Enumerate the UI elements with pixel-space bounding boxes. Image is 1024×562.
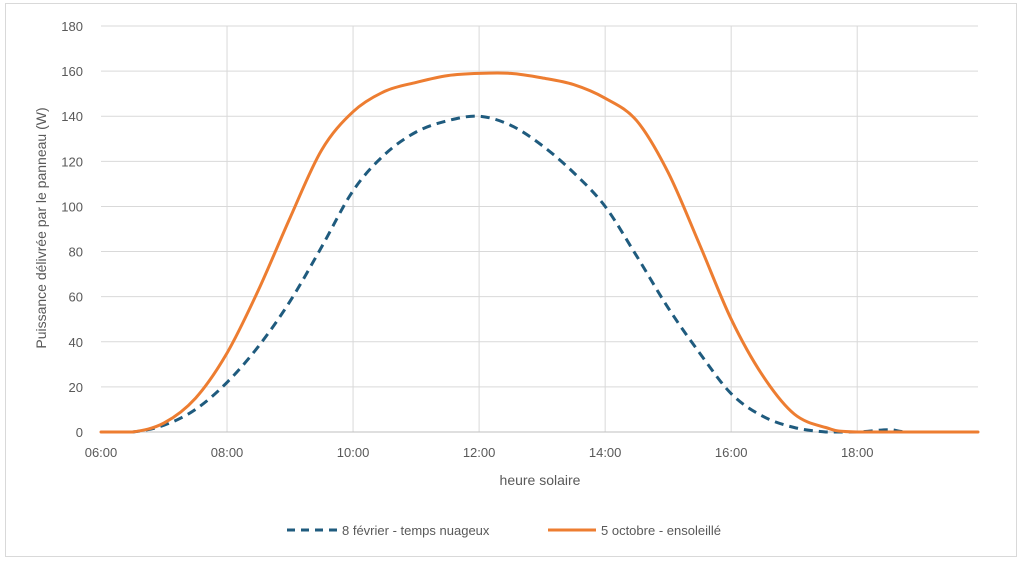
y-tick-label: 0 bbox=[76, 425, 83, 440]
x-tick-label: 18:00 bbox=[841, 445, 874, 460]
series-line-1 bbox=[100, 114, 978, 434]
legend-label-series-2: 5 octobre - ensoleillé bbox=[601, 523, 721, 538]
y-tick-label: 100 bbox=[61, 199, 83, 214]
x-tick-label: 16:00 bbox=[715, 445, 748, 460]
y-tick-label: 140 bbox=[61, 109, 83, 124]
y-tick-label: 180 bbox=[61, 19, 83, 34]
x-tick-label: 08:00 bbox=[211, 445, 244, 460]
y-tick-label: 60 bbox=[69, 290, 83, 305]
y-tick-label: 40 bbox=[69, 335, 83, 350]
legend: 8 février - temps nuageux 5 octobre - en… bbox=[287, 523, 721, 538]
chart-frame bbox=[5, 3, 1017, 557]
series-lines bbox=[99, 71, 980, 434]
x-tick-labels: 06:00 08:00 10:00 12:00 14:00 16:00 18:00 bbox=[85, 445, 874, 460]
series-line-2 bbox=[99, 71, 980, 434]
y-tick-labels: 0 20 40 60 80 100 120 140 160 180 bbox=[61, 19, 83, 440]
gridlines bbox=[101, 25, 978, 433]
x-tick-label: 14:00 bbox=[589, 445, 622, 460]
y-tick-label: 20 bbox=[69, 380, 83, 395]
y-tick-label: 120 bbox=[61, 154, 83, 169]
y-tick-label: 80 bbox=[69, 245, 83, 260]
y-tick-label: 160 bbox=[61, 64, 83, 79]
y-axis-title: Puissance délivrée par le panneau (W) bbox=[33, 107, 49, 348]
x-axis-title: heure solaire bbox=[500, 472, 581, 488]
x-tick-label: 06:00 bbox=[85, 445, 118, 460]
x-tick-label: 10:00 bbox=[337, 445, 370, 460]
x-tick-label: 12:00 bbox=[463, 445, 496, 460]
legend-label-series-1: 8 février - temps nuageux bbox=[342, 523, 490, 538]
